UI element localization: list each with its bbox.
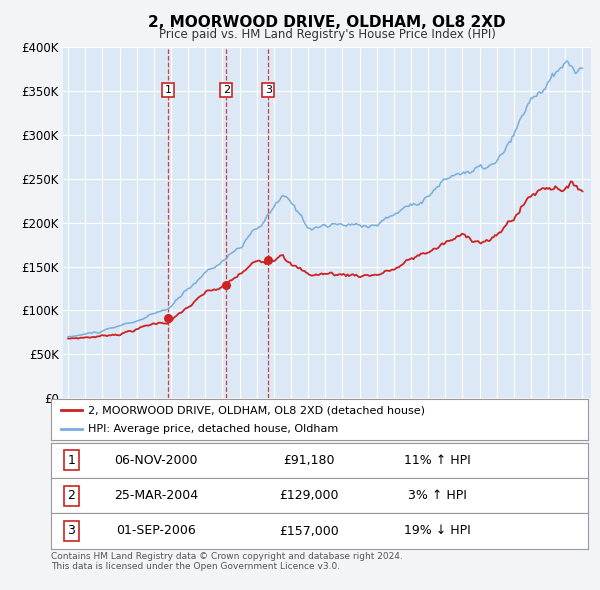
Text: Contains HM Land Registry data © Crown copyright and database right 2024.
This d: Contains HM Land Registry data © Crown c… [51, 552, 403, 571]
Text: 1: 1 [165, 85, 172, 95]
Text: Price paid vs. HM Land Registry's House Price Index (HPI): Price paid vs. HM Land Registry's House … [158, 28, 496, 41]
Text: 2, MOORWOOD DRIVE, OLDHAM, OL8 2XD: 2, MOORWOOD DRIVE, OLDHAM, OL8 2XD [148, 15, 506, 30]
Text: 3: 3 [67, 525, 76, 537]
Text: £157,000: £157,000 [279, 525, 338, 537]
Text: 01-SEP-2006: 01-SEP-2006 [116, 525, 196, 537]
Text: 3% ↑ HPI: 3% ↑ HPI [408, 489, 467, 502]
Text: 3: 3 [265, 85, 272, 95]
Text: 2: 2 [223, 85, 230, 95]
Text: 06-NOV-2000: 06-NOV-2000 [114, 454, 197, 467]
Text: 11% ↑ HPI: 11% ↑ HPI [404, 454, 471, 467]
Text: 19% ↓ HPI: 19% ↓ HPI [404, 525, 471, 537]
Text: 2: 2 [67, 489, 76, 502]
Text: 2, MOORWOOD DRIVE, OLDHAM, OL8 2XD (detached house): 2, MOORWOOD DRIVE, OLDHAM, OL8 2XD (deta… [88, 405, 425, 415]
Text: £129,000: £129,000 [279, 489, 338, 502]
Text: 25-MAR-2004: 25-MAR-2004 [113, 489, 198, 502]
Text: £91,180: £91,180 [283, 454, 335, 467]
Text: 1: 1 [67, 454, 76, 467]
Text: HPI: Average price, detached house, Oldham: HPI: Average price, detached house, Oldh… [88, 424, 338, 434]
